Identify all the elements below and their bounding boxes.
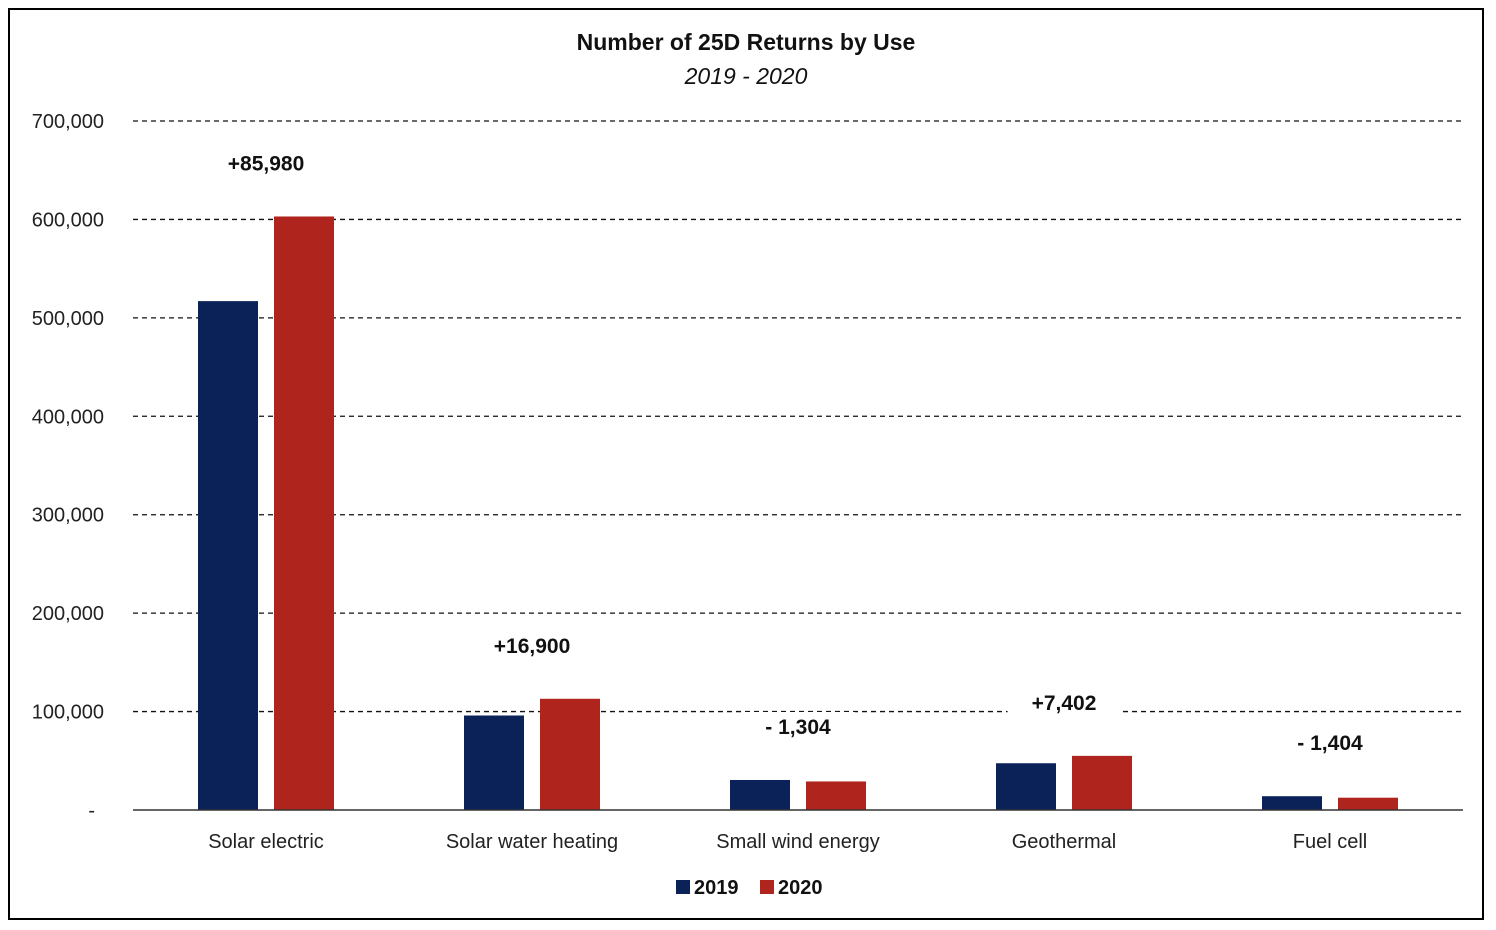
bar-2020 <box>1072 755 1132 810</box>
annotation-background <box>741 711 856 743</box>
legend-label: 2019 <box>694 877 739 899</box>
y-tick-label: 100,000 <box>32 702 104 724</box>
legend-swatch-2020 <box>760 880 774 894</box>
legend-swatch-2019 <box>676 880 690 894</box>
legend: 2019 2020 <box>676 877 823 899</box>
x-tick-label: Fuel cell <box>1293 831 1367 853</box>
bar-2020 <box>274 216 334 810</box>
change-annotation: - 1,304 <box>765 716 831 739</box>
change-annotations: +85,980 +16,900 - 1,304 +7,402 - 1,404 <box>203 148 1388 760</box>
change-annotation: - 1,404 <box>1297 732 1363 755</box>
bar-2019 <box>730 779 790 810</box>
y-tick-label: 600,000 <box>32 209 104 231</box>
y-tick-label: 500,000 <box>32 308 104 330</box>
x-axis: Solar electric Solar water heating Small w… <box>133 809 1463 853</box>
change-annotation: +7,402 <box>1032 692 1097 715</box>
gridlines <box>133 120 1463 713</box>
bar-2020 <box>806 781 866 810</box>
y-tick-label: 400,000 <box>32 406 104 428</box>
legend-label: 2020 <box>778 877 823 899</box>
change-annotation: +85,980 <box>228 152 305 175</box>
bar-2019 <box>464 715 524 810</box>
chart-subtitle: 2019 - 2020 <box>684 63 808 89</box>
bar-2020 <box>540 698 600 810</box>
bars <box>198 216 1398 810</box>
bar-2019 <box>198 301 258 810</box>
annotation-background <box>1273 728 1388 760</box>
x-tick-label: Geothermal <box>1012 831 1117 853</box>
y-axis: - 100,000 200,000 300,000 400,000 500,000 600,… <box>32 111 104 822</box>
annotation-background <box>1007 687 1121 719</box>
bar-2019 <box>996 763 1056 810</box>
x-tick-label: Small wind energy <box>716 831 879 853</box>
y-tick-label: 300,000 <box>32 505 104 527</box>
y-tick-label: 700,000 <box>32 111 104 133</box>
y-tick-label: - <box>88 800 95 822</box>
change-annotation: +16,900 <box>494 635 571 658</box>
y-tick-label: 200,000 <box>32 603 104 625</box>
bar-2019 <box>1262 796 1322 810</box>
annotation-background <box>469 630 595 662</box>
x-tick-label: Solar water heating <box>446 831 618 853</box>
bar-2020 <box>1338 797 1398 810</box>
x-tick-label: Solar electric <box>208 831 324 853</box>
chart-title: Number of 25D Returns by Use <box>577 29 916 55</box>
annotation-background <box>203 148 329 180</box>
